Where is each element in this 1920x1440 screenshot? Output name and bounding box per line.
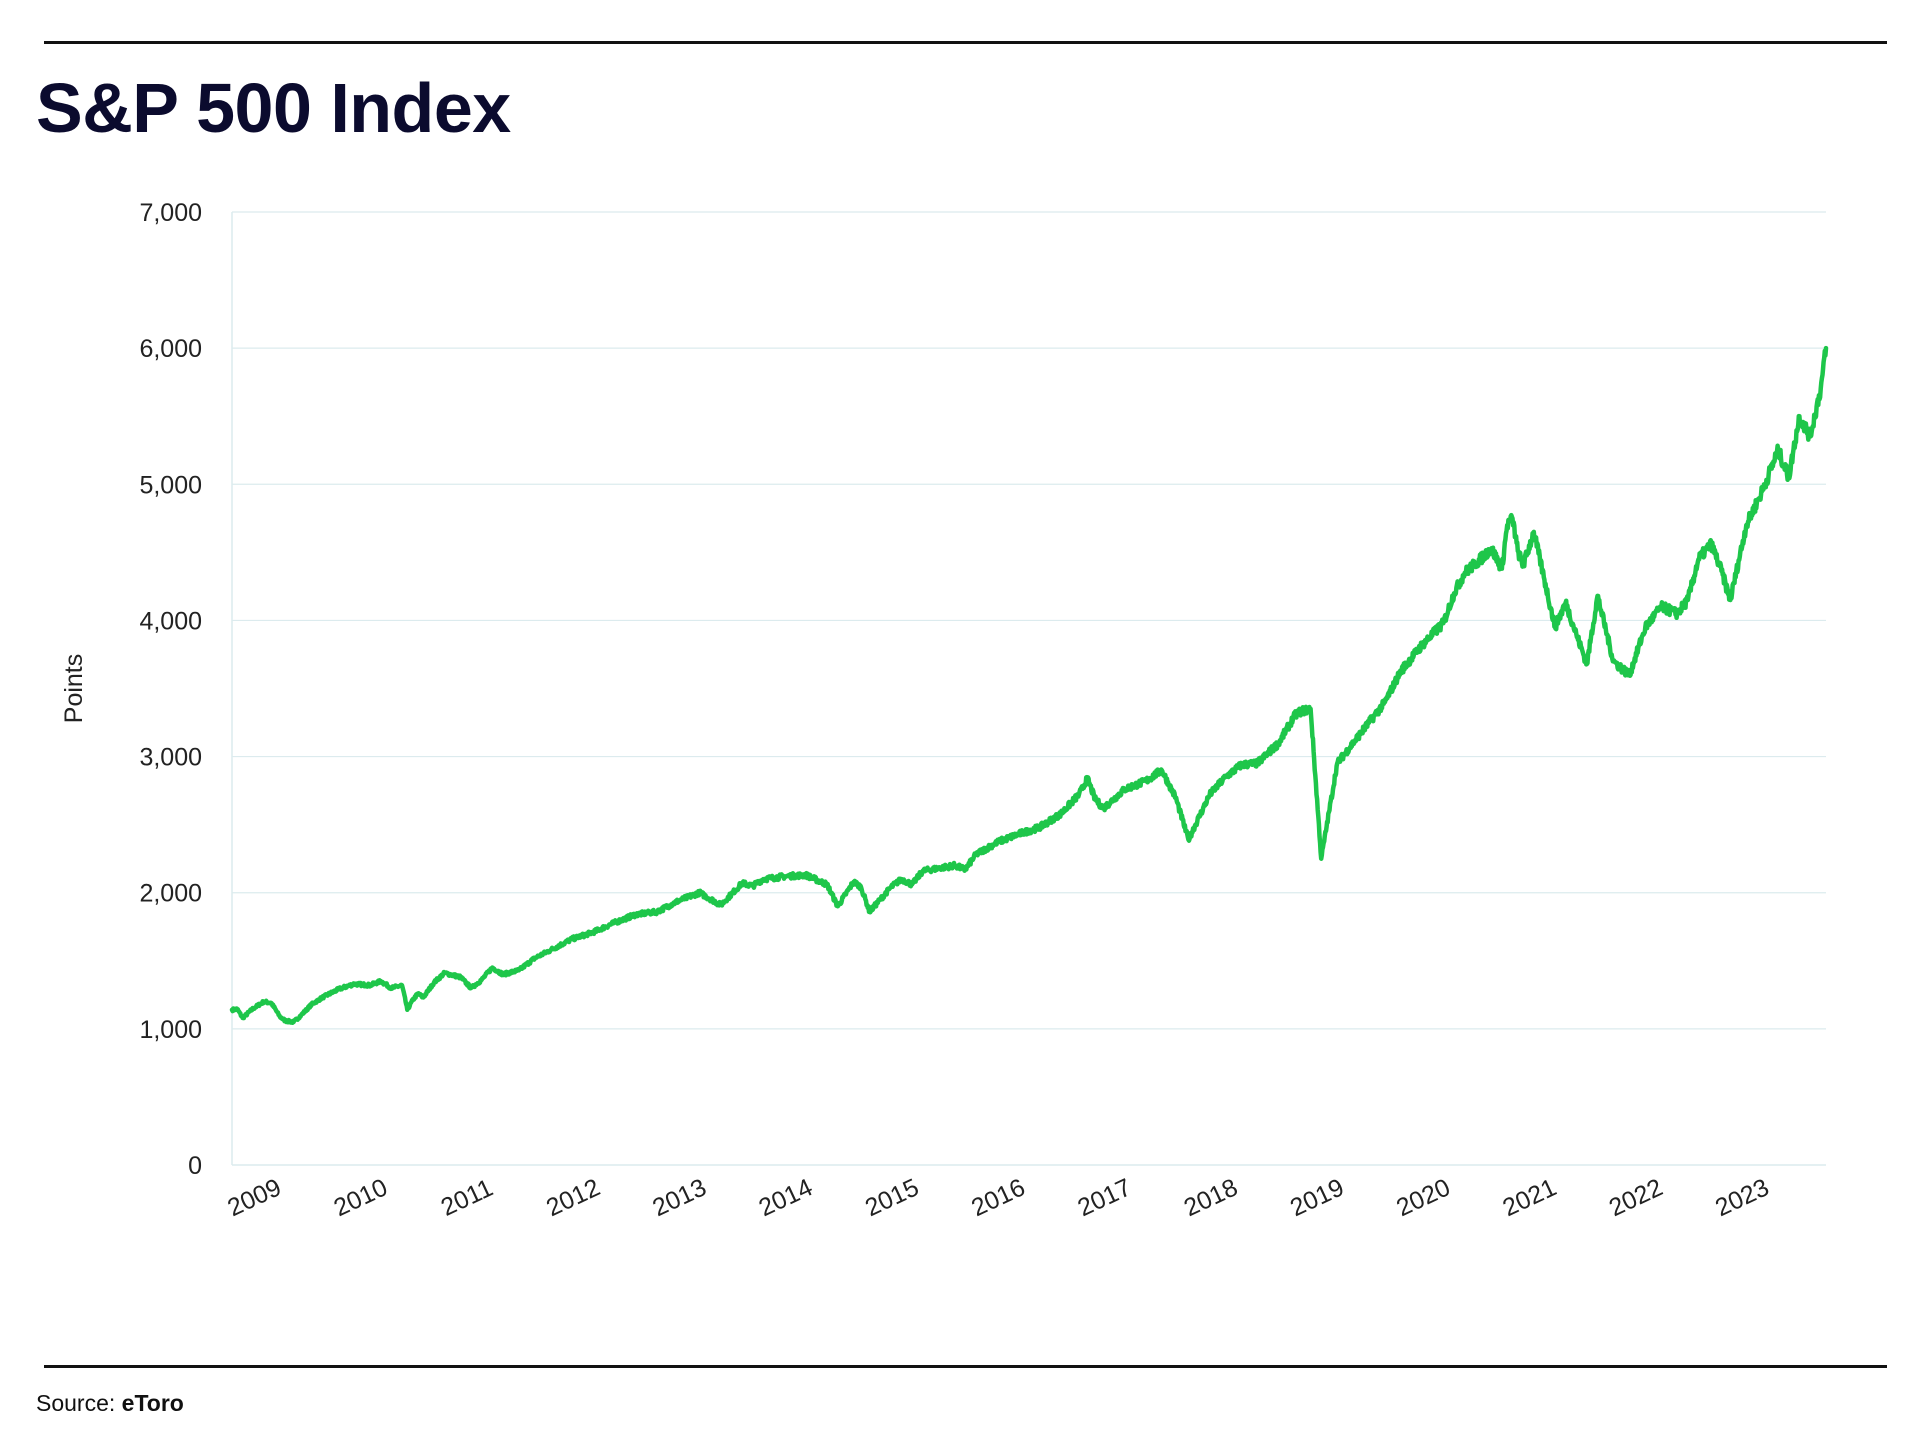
y-tick-label: 2,000: [139, 880, 202, 908]
x-tick-label: 2010: [330, 1173, 392, 1222]
x-tick-label: 2016: [967, 1173, 1029, 1222]
source-name: eToro: [121, 1390, 184, 1416]
y-tick-label: 4,000: [139, 607, 202, 635]
x-tick-label: 2020: [1392, 1173, 1454, 1222]
bottom-rule: [44, 1365, 1887, 1368]
x-tick-label: 2012: [542, 1173, 604, 1222]
x-tick-labels: 2009 2010 2011 2012 2013 2014 2015 2016 2017 2018…: [223, 1173, 1773, 1222]
x-tick-label: 2021: [1499, 1173, 1561, 1222]
y-tick-label: 5,000: [139, 471, 202, 499]
y-tick-label: 0: [188, 1152, 202, 1180]
y-tick-label: 1,000: [139, 1016, 202, 1044]
x-tick-label: 2013: [648, 1173, 710, 1222]
x-tick-label: 2009: [223, 1173, 285, 1222]
x-tick-label: 2019: [1286, 1173, 1348, 1222]
series-line: [229, 345, 1829, 1026]
y-tick-label: 7,000: [139, 199, 202, 227]
x-tick-label: 2018: [1180, 1173, 1242, 1222]
y-axis-title: Points: [60, 654, 88, 723]
x-tick-label: 2011: [437, 1174, 498, 1222]
x-tick-label: 2023: [1711, 1173, 1773, 1222]
grid-lines: [231, 211, 1826, 1166]
source-line: Source: eToro: [36, 1390, 184, 1417]
y-tick-labels: 0 1,000 2,000 3,000 4,000 5,000 6,000 7,000: [139, 199, 202, 1180]
top-rule: [44, 41, 1887, 44]
y-tick-label: 3,000: [139, 744, 202, 772]
x-tick-label: 2014: [755, 1173, 817, 1222]
chart-title: S&P 500 Index: [36, 69, 511, 147]
x-tick-label: 2015: [861, 1173, 923, 1222]
y-tick-label: 6,000: [139, 335, 202, 363]
x-tick-label: 2022: [1605, 1173, 1667, 1222]
x-tick-label: 2017: [1073, 1173, 1135, 1222]
source-label: Source:: [36, 1390, 122, 1416]
